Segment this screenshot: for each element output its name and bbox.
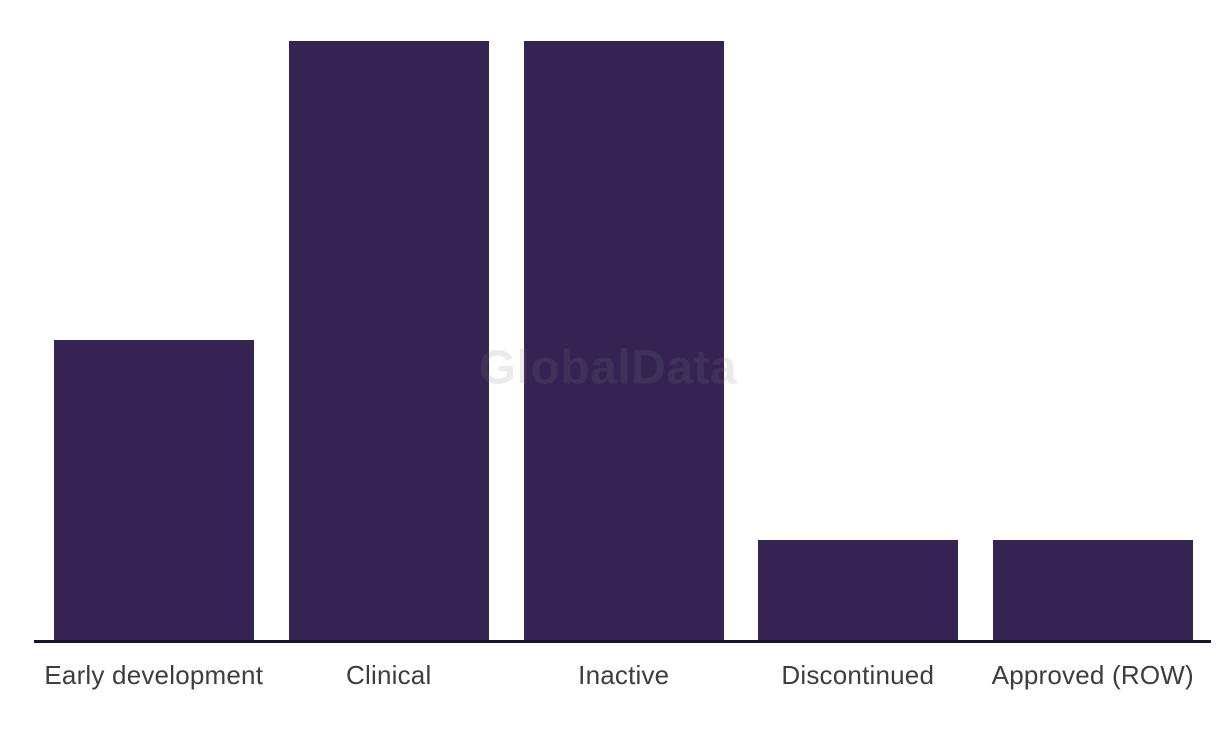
bar-inactive [524, 41, 724, 640]
x-axis-label: Discontinued [781, 660, 935, 690]
bar-early-development [54, 340, 254, 640]
x-axis-label: Early development [44, 660, 264, 690]
x-axis-label: Approved (ROW) [991, 660, 1194, 690]
x-axis-label: Clinical [346, 660, 432, 690]
x-axis-line [34, 640, 1211, 643]
bar-discontinued [758, 540, 958, 640]
bar-clinical [289, 41, 489, 640]
x-axis-label: Inactive [578, 660, 670, 690]
bar-approved-row [993, 540, 1193, 640]
